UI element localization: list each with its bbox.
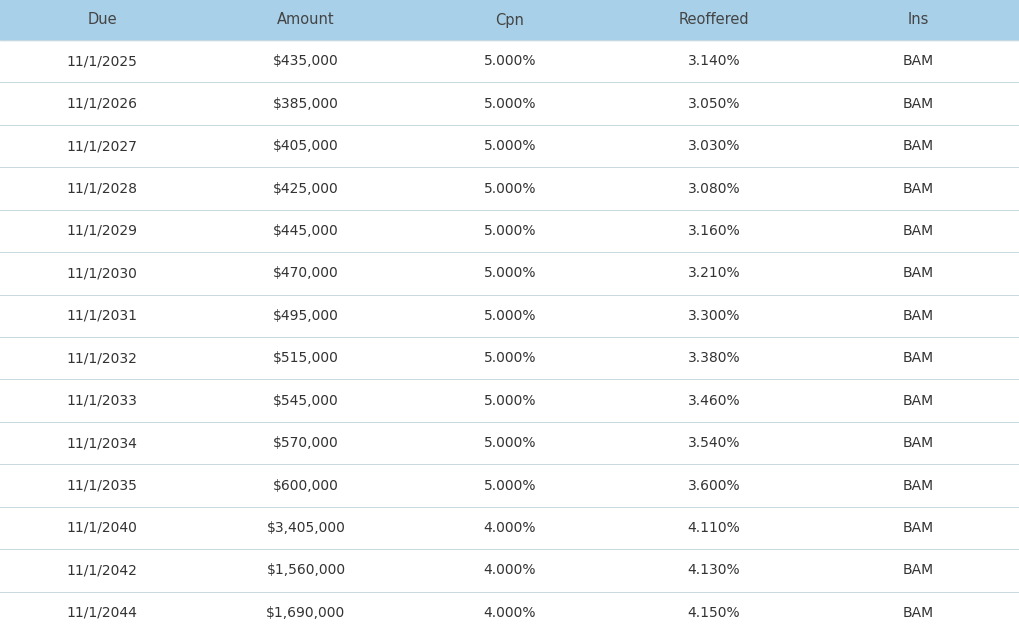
Text: Ins: Ins <box>907 13 927 27</box>
Text: Cpn: Cpn <box>495 13 524 27</box>
Text: 5.000%: 5.000% <box>483 181 536 195</box>
Text: 5.000%: 5.000% <box>483 394 536 408</box>
Text: 11/1/2028: 11/1/2028 <box>66 181 138 195</box>
Text: $470,000: $470,000 <box>273 266 338 280</box>
Text: 4.130%: 4.130% <box>687 564 740 578</box>
Text: BAM: BAM <box>902 436 932 450</box>
Text: 4.000%: 4.000% <box>483 605 536 620</box>
Text: 5.000%: 5.000% <box>483 309 536 323</box>
Bar <box>0 0 1019 40</box>
Text: 11/1/2030: 11/1/2030 <box>66 266 138 280</box>
Text: 3.030%: 3.030% <box>687 139 740 153</box>
Text: BAM: BAM <box>902 181 932 195</box>
Text: $3,405,000: $3,405,000 <box>266 521 345 535</box>
Text: $570,000: $570,000 <box>273 436 338 450</box>
Text: Reoffered: Reoffered <box>678 13 749 27</box>
Text: BAM: BAM <box>902 55 932 68</box>
Text: 3.460%: 3.460% <box>687 394 740 408</box>
Text: BAM: BAM <box>902 521 932 535</box>
Text: 11/1/2027: 11/1/2027 <box>66 139 138 153</box>
Text: 11/1/2034: 11/1/2034 <box>66 436 138 450</box>
Text: 5.000%: 5.000% <box>483 139 536 153</box>
Text: 3.160%: 3.160% <box>687 224 740 238</box>
Text: 3.380%: 3.380% <box>687 351 740 365</box>
Text: 5.000%: 5.000% <box>483 224 536 238</box>
Text: 4.000%: 4.000% <box>483 521 536 535</box>
Text: $425,000: $425,000 <box>273 181 338 195</box>
Text: 3.210%: 3.210% <box>687 266 740 280</box>
Text: $600,000: $600,000 <box>273 479 338 493</box>
Text: 5.000%: 5.000% <box>483 479 536 493</box>
Text: 11/1/2032: 11/1/2032 <box>66 351 138 365</box>
Text: $545,000: $545,000 <box>273 394 338 408</box>
Text: $445,000: $445,000 <box>273 224 338 238</box>
Text: BAM: BAM <box>902 564 932 578</box>
Text: 5.000%: 5.000% <box>483 55 536 68</box>
Text: $1,690,000: $1,690,000 <box>266 605 345 620</box>
Text: $385,000: $385,000 <box>273 96 338 111</box>
Text: 4.000%: 4.000% <box>483 564 536 578</box>
Text: BAM: BAM <box>902 139 932 153</box>
Text: BAM: BAM <box>902 309 932 323</box>
Text: 3.600%: 3.600% <box>687 479 740 493</box>
Text: BAM: BAM <box>902 394 932 408</box>
Text: Amount: Amount <box>277 13 334 27</box>
Text: 5.000%: 5.000% <box>483 266 536 280</box>
Text: 11/1/2042: 11/1/2042 <box>66 564 138 578</box>
Text: 4.150%: 4.150% <box>687 605 740 620</box>
Text: 3.080%: 3.080% <box>687 181 740 195</box>
Text: 5.000%: 5.000% <box>483 351 536 365</box>
Text: 5.000%: 5.000% <box>483 436 536 450</box>
Text: $495,000: $495,000 <box>273 309 338 323</box>
Text: BAM: BAM <box>902 605 932 620</box>
Text: 11/1/2044: 11/1/2044 <box>66 605 138 620</box>
Text: 11/1/2040: 11/1/2040 <box>66 521 138 535</box>
Text: 11/1/2033: 11/1/2033 <box>66 394 138 408</box>
Text: 11/1/2035: 11/1/2035 <box>66 479 138 493</box>
Text: BAM: BAM <box>902 224 932 238</box>
Text: 11/1/2031: 11/1/2031 <box>66 309 138 323</box>
Text: 11/1/2029: 11/1/2029 <box>66 224 138 238</box>
Text: 3.050%: 3.050% <box>687 96 740 111</box>
Text: $435,000: $435,000 <box>273 55 338 68</box>
Text: 11/1/2025: 11/1/2025 <box>66 55 138 68</box>
Text: 3.540%: 3.540% <box>687 436 740 450</box>
Text: 5.000%: 5.000% <box>483 96 536 111</box>
Text: Due: Due <box>87 13 117 27</box>
Text: $405,000: $405,000 <box>273 139 338 153</box>
Text: BAM: BAM <box>902 351 932 365</box>
Text: BAM: BAM <box>902 266 932 280</box>
Text: BAM: BAM <box>902 96 932 111</box>
Text: 3.140%: 3.140% <box>687 55 740 68</box>
Text: 4.110%: 4.110% <box>687 521 740 535</box>
Text: 11/1/2026: 11/1/2026 <box>66 96 138 111</box>
Text: $515,000: $515,000 <box>273 351 338 365</box>
Text: BAM: BAM <box>902 479 932 493</box>
Text: $1,560,000: $1,560,000 <box>266 564 345 578</box>
Text: 3.300%: 3.300% <box>687 309 740 323</box>
